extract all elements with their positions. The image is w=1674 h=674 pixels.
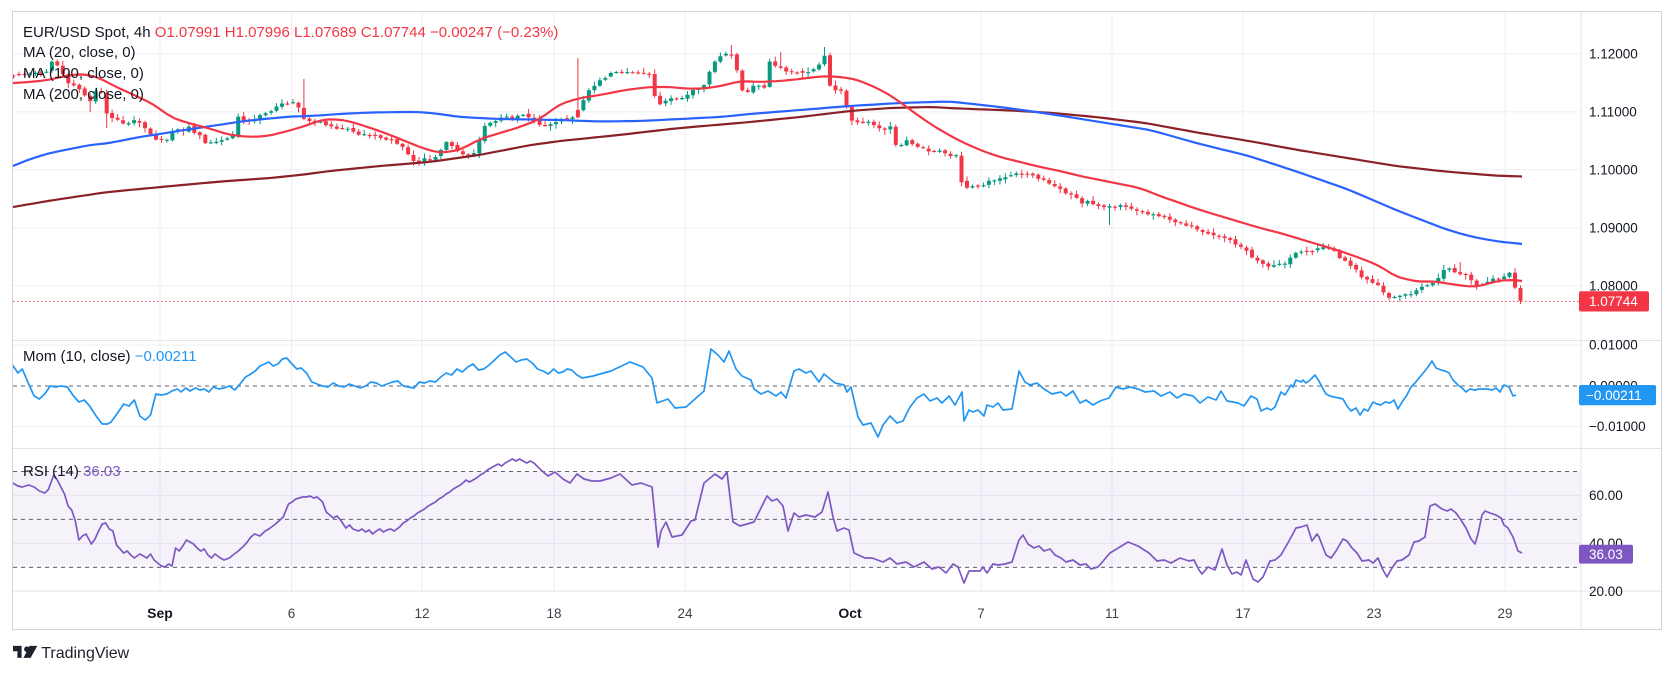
svg-text:36.03: 36.03 (1589, 547, 1623, 562)
svg-text:RSI (14) 36.03: RSI (14) 36.03 (23, 463, 121, 480)
svg-text:7: 7 (977, 606, 985, 621)
svg-text:MA (100, close, 0): MA (100, close, 0) (23, 65, 144, 82)
svg-text:MA (200, close, 0): MA (200, close, 0) (23, 86, 144, 103)
svg-text:Sep: Sep (147, 605, 173, 621)
svg-text:12: 12 (414, 606, 429, 621)
svg-text:23: 23 (1366, 606, 1381, 621)
svg-text:Mom (10, close) −0.00211: Mom (10, close) −0.00211 (23, 348, 197, 365)
svg-text:20.00: 20.00 (1589, 584, 1623, 599)
svg-text:17: 17 (1235, 606, 1250, 621)
svg-text:Oct: Oct (838, 605, 862, 621)
svg-text:11: 11 (1105, 606, 1119, 621)
svg-text:MA (20, close, 0): MA (20, close, 0) (23, 44, 136, 61)
svg-text:−0.00211: −0.00211 (1586, 388, 1642, 403)
svg-text:1.07744: 1.07744 (1589, 294, 1638, 309)
svg-text:18: 18 (546, 606, 561, 621)
svg-text:29: 29 (1497, 606, 1512, 621)
svg-text:1.11000: 1.11000 (1589, 105, 1637, 120)
svg-text:1.09000: 1.09000 (1589, 220, 1638, 235)
svg-text:EUR/USD Spot, 4h O1.07991 H1: EUR/USD Spot, 4h O1.07991 H1.07996 L1.07… (23, 24, 558, 41)
svg-text:−0.01000: −0.01000 (1589, 419, 1646, 434)
svg-text:60.00: 60.00 (1589, 488, 1623, 503)
svg-text:1.10000: 1.10000 (1589, 163, 1638, 178)
svg-text:1.12000: 1.12000 (1589, 47, 1638, 62)
svg-text:24: 24 (677, 606, 693, 621)
svg-text:1.08000: 1.08000 (1589, 278, 1638, 293)
svg-text:0.01000: 0.01000 (1589, 338, 1638, 353)
svg-text:6: 6 (288, 606, 296, 621)
svg-text:TradingView: TradingView (41, 645, 129, 662)
